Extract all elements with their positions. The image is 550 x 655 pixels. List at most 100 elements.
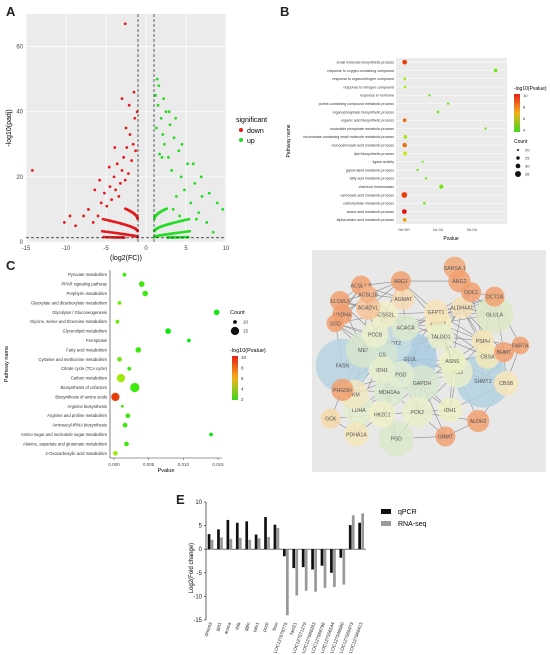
volcano-down-point	[126, 172, 130, 176]
rnaseq-bar	[323, 549, 327, 588]
kegg-pathway-label: Alanine, aspartate and glutamate metabol…	[23, 441, 108, 446]
volcano-up-point	[215, 201, 219, 205]
volcano-down-point	[99, 201, 103, 205]
kegg-pathway-label: Glycolysis / Gluconeogenesis	[52, 310, 107, 315]
kegg-bubble	[122, 272, 127, 277]
network-node	[484, 286, 505, 307]
volcano-down-point	[127, 103, 131, 107]
kegg-bubble	[186, 338, 191, 343]
network-node-label: AGMAT	[394, 297, 413, 303]
kegg-bubble	[124, 441, 129, 447]
go-bubble	[424, 177, 428, 180]
volcano-down-point	[82, 214, 85, 218]
bar-y-tick-label: -5	[197, 571, 203, 577]
volcano-up-point	[200, 195, 204, 198]
go-bubble	[403, 151, 407, 156]
go-bubble	[401, 209, 407, 214]
volcano-down-point	[132, 211, 135, 215]
volcano-up-point	[197, 211, 201, 215]
go-bubble	[416, 168, 419, 172]
rnaseq-bar	[314, 549, 317, 592]
network-node	[326, 314, 345, 333]
kegg-pathway-label: Glycine, serine and threonine metabolism	[30, 319, 108, 324]
kegg-bubble	[130, 382, 140, 393]
go-x-axis-label: Pvalue	[443, 236, 459, 242]
go-bubble	[493, 68, 498, 73]
kegg-x-tick-label: 0.005	[143, 462, 155, 467]
go-pathway-label: response to hormone	[360, 94, 394, 98]
volcano-plot: -15 -10 -5 0 5 10 0 20 40 60 (log2(FC)) -log10(pa…	[6, 14, 267, 262]
volcano-down-point	[120, 97, 124, 101]
volcano-down-point	[103, 218, 107, 221]
kegg-bubble	[115, 319, 120, 324]
volcano-up-point	[155, 234, 159, 238]
volcano-up-point	[181, 219, 185, 222]
qpcr-bar	[282, 549, 286, 557]
rnaseq-bar	[333, 549, 336, 587]
kegg-pathway-label: Glyoxylate and dicarboxylate metabolism	[31, 300, 108, 305]
bar-y-tick-label: -10	[193, 594, 202, 600]
go-bubble	[402, 59, 408, 65]
kegg-pathway-label: Biosynthesis of cofactors	[61, 385, 107, 390]
volcano-down-point	[108, 235, 112, 239]
volcano-down-point	[105, 230, 108, 234]
volcano-down-point	[125, 146, 129, 149]
bar-category-label: pccb	[262, 621, 270, 632]
go-pathway-label: alpha-amino acid metabolic process	[337, 218, 395, 222]
network-node	[493, 370, 519, 396]
volcano-down-point	[63, 221, 66, 224]
go-pathway-label: carbohydrate metabolic process	[343, 202, 394, 206]
kegg-pathway-label: Porphyrin metabolism	[67, 291, 108, 296]
volcano-up-point	[155, 126, 158, 130]
kegg-color-tick-label: 2	[241, 397, 244, 402]
qpcr-bar	[264, 517, 267, 550]
volcano-up-point	[165, 207, 168, 211]
volcano-up-point	[161, 133, 165, 136]
kegg-x-tick-label: 0.010	[178, 462, 190, 467]
network-node	[435, 426, 456, 447]
bar-category-label: slmmt3	[203, 621, 213, 637]
network-node-label: PHGDH	[333, 388, 352, 394]
rnaseq-bar	[286, 549, 289, 616]
kegg-bubble	[135, 347, 142, 353]
volcano-down-point	[128, 133, 132, 136]
rnaseq-bar	[210, 539, 214, 550]
go-pathway-label: organic acid biosynthetic process	[341, 119, 394, 123]
volcano-up-point	[191, 162, 195, 166]
network-node-label: HK2C1	[374, 412, 391, 418]
volcano-up-point	[183, 218, 187, 222]
volcano-down-point	[117, 195, 121, 198]
kegg-pathway-label: Citrate cycle (TCA cycle)	[61, 366, 107, 371]
kegg-enrichment-plot: Pyruvate metabolism PPAR signaling pathwa…	[4, 270, 266, 474]
volcano-down-point	[133, 234, 137, 238]
volcano-up-point	[195, 217, 198, 221]
go-pathway-label: monocarboxylic acid metabolic process	[331, 143, 394, 147]
volcano-up-point	[161, 233, 164, 237]
network-node-label: SHMT2	[474, 379, 492, 385]
qpcr-bar	[273, 524, 277, 550]
network-node	[344, 422, 369, 447]
volcano-x-axis-label: (log2(FC))	[110, 255, 142, 262]
rnaseq-bar	[295, 549, 299, 596]
rnaseq-bar	[238, 537, 242, 550]
go-pathway-label: lipid biosynthetic process	[354, 152, 394, 156]
panel-label-a: A	[6, 4, 16, 19]
go-pathway-label: purine-containing compound metabolic pro…	[319, 102, 395, 106]
bar-category-label: dda	[234, 621, 241, 630]
network-node	[461, 282, 482, 303]
qpcr-bar	[339, 549, 343, 558]
kegg-bubble	[142, 290, 148, 297]
volcano-down-point	[108, 185, 112, 189]
network-node-label: ACSL1B	[358, 292, 378, 298]
legend-qpcr-label: qPCR	[398, 509, 417, 516]
volcano-x-tick-label: -15	[22, 246, 31, 252]
go-color-legend-title: -log10(Pvalue)	[514, 86, 547, 92]
kegg-pathway-label: Aminoacyl-tRNA biosynthesis	[52, 423, 107, 428]
network-node-label: PGD	[395, 372, 406, 378]
volcano-down-point	[128, 233, 131, 237]
volcano-up-point	[163, 142, 166, 146]
volcano-down-point	[101, 217, 105, 221]
go-size-legend-label: 25	[525, 156, 530, 161]
network-node-label: ASNS	[445, 359, 460, 365]
